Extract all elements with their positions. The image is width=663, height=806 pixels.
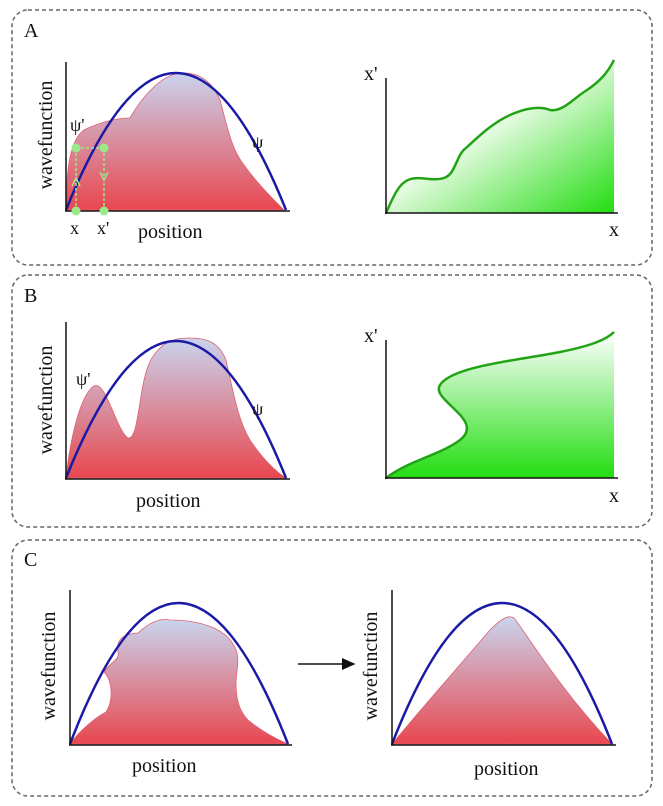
psi-prime-label: ψ': [70, 115, 85, 135]
panel-c-wavefunction-plot: position wavefunction: [38, 590, 292, 777]
y-axis-label: wavefunction: [38, 612, 60, 721]
x-axis-label: position: [138, 221, 202, 243]
x-axis-label: position: [474, 758, 538, 780]
panel-a: A ψ' ψ x x' position wavefunc: [11, 9, 653, 266]
panel-a-letter: A: [24, 20, 39, 42]
psi-prime-distribution: [65, 337, 288, 479]
psi-prime-distribution: [391, 616, 613, 745]
mapping-area: [386, 60, 614, 213]
marker-dot: [99, 206, 109, 216]
marker-dot: [71, 143, 81, 153]
y-axis-label: wavefunction: [35, 346, 57, 455]
panel-b: B ψ' ψ position wavefunction x' x: [11, 274, 653, 528]
panel-b-letter: B: [24, 285, 37, 307]
psi-label: ψ: [252, 399, 264, 419]
y-axis-label: wavefunction: [360, 612, 382, 721]
panel-a-mapping-plot: x' x: [364, 59, 619, 241]
mapping-markers: [71, 147, 109, 210]
mapping-curve: [384, 59, 616, 214]
y-axis-label: x': [364, 63, 378, 85]
mapping-area: [386, 332, 614, 478]
panel-c-wavefunction-plot-relaxed: position wavefunction: [360, 590, 616, 780]
y-axis-label: wavefunction: [35, 81, 57, 190]
marker-dot: [71, 206, 81, 216]
x-prime-marker-label: x': [97, 218, 109, 238]
marker-dot: [99, 143, 109, 153]
panel-a-border: [11, 9, 653, 266]
x-axis-label: x: [609, 485, 619, 507]
y-axis-label: x': [364, 325, 378, 347]
x-axis-label: position: [132, 755, 196, 777]
psi-label: ψ: [252, 132, 264, 152]
panel-c: C position wavefunction position wavefun…: [11, 539, 653, 797]
panel-c-border: [11, 539, 653, 797]
x-axis-label: x: [609, 219, 619, 241]
panel-c-letter: C: [24, 549, 37, 571]
panel-b-mapping-plot: x' x: [364, 325, 619, 507]
psi-curve: [68, 601, 290, 745]
psi-curve: [64, 71, 288, 211]
psi-prime-label: ψ': [76, 369, 91, 389]
psi-curve: [64, 339, 288, 479]
panel-a-wavefunction-plot: ψ' ψ x x' position wavefunction: [35, 62, 290, 243]
mapping-curve: [385, 331, 615, 480]
panel-b-border: [11, 274, 653, 528]
psi-prime-distribution: [69, 619, 289, 745]
x-axis-label: position: [136, 490, 200, 512]
x-marker-label: x: [70, 218, 79, 238]
panel-b-wavefunction-plot: ψ' ψ position wavefunction: [35, 322, 290, 512]
psi-curve: [390, 601, 614, 745]
